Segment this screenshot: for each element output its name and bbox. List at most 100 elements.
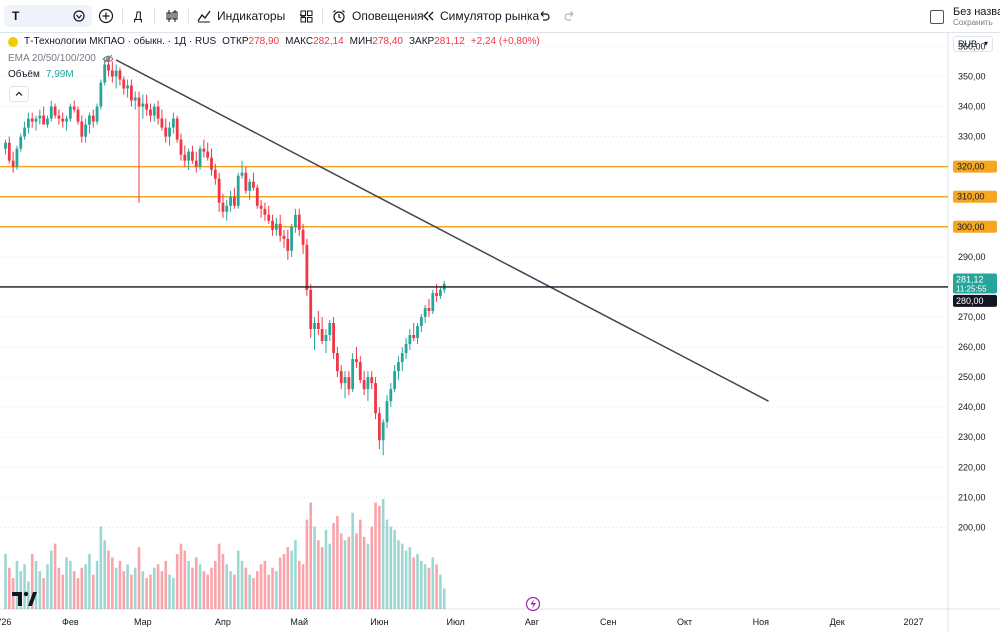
low-label: МИН (349, 36, 373, 47)
price-chart[interactable]: 320,00 310,00 300,00 200,00 210,00 220,00 230… (0, 32, 1000, 632)
candle-body (233, 196, 236, 206)
tradingview-logo-icon (12, 591, 37, 606)
candle-body (324, 335, 328, 342)
volume-bar (122, 571, 126, 609)
compare-button[interactable] (98, 6, 114, 26)
trendline[interactable] (115, 59, 769, 402)
volume-bar (275, 571, 278, 609)
price-tick-label: 290,00 (958, 252, 986, 262)
volume-bar (286, 547, 290, 609)
volume-bar (435, 564, 438, 609)
candle-body (301, 229, 305, 245)
volume-bar (107, 550, 110, 609)
volume-bar (351, 512, 354, 609)
candle-body (316, 322, 320, 330)
undo-button[interactable] (537, 6, 551, 26)
time-tick-label: Ноя (753, 617, 770, 627)
volume-bar (210, 567, 213, 609)
redo-button[interactable] (563, 6, 577, 26)
volume-bar (317, 540, 320, 609)
indicators-button[interactable]: Индикаторы (196, 6, 308, 26)
volume-bar (221, 554, 225, 609)
interval-button[interactable]: Д (134, 6, 142, 26)
change-value: +2,24 (+0,80%) (470, 36, 540, 47)
layout-checkbox[interactable] (930, 10, 944, 24)
eye-hidden-icon[interactable] (102, 54, 114, 64)
candle-body (412, 335, 416, 339)
candle-body (374, 383, 377, 414)
price-axis[interactable]: 200,00 210,00 220,00 230,00 240,00 250,00 260,… (958, 32, 986, 532)
volume-bar (168, 574, 171, 609)
close-label: ЗАКР (409, 36, 435, 47)
candle-body (259, 205, 263, 209)
collapse-legend-button[interactable] (9, 86, 29, 102)
volume-bar (442, 588, 446, 609)
symbol-settings-icon[interactable] (72, 9, 86, 23)
volume-bar (301, 564, 305, 609)
symbol-search[interactable]: T (4, 5, 92, 27)
candle-body (88, 115, 91, 125)
time-tick-label: Окт (677, 617, 692, 627)
candle-body (99, 82, 103, 107)
volume-bar (320, 547, 324, 609)
candle-body (38, 115, 42, 119)
toolbar-divider (188, 8, 189, 24)
candle-body (332, 322, 335, 354)
candle-body (30, 118, 34, 122)
volume-bar (366, 543, 370, 609)
volume-bar (309, 502, 312, 609)
candle-body (290, 226, 294, 251)
volume-bar (133, 567, 137, 609)
indicators-icon (197, 10, 211, 23)
volume-row[interactable]: Объём 7,99M (8, 69, 540, 80)
level-label: 310,00 (957, 192, 985, 202)
volume-bar (84, 564, 87, 609)
candle-body (107, 64, 110, 71)
low-value: 278,40 (372, 36, 403, 47)
candle-body (194, 160, 198, 167)
volume-bar (130, 574, 133, 609)
volume-bar (290, 550, 293, 609)
toolbar-divider (527, 8, 528, 24)
volume-bar (328, 543, 332, 609)
ema-row[interactable]: EMA 20/50/100/200 (8, 53, 540, 64)
symbol-title[interactable]: Т-Технологии МКПАО · обыкн. · 1Д · RUS (24, 36, 217, 47)
volume-bar (198, 564, 202, 609)
chevron-down-icon: ▾ (983, 39, 988, 48)
time-tick-label: 2027 (903, 617, 923, 627)
candle-body (339, 371, 343, 384)
replay-button[interactable]: Симулятор рынка (421, 6, 539, 26)
candle-body (278, 223, 282, 236)
candle-body (427, 307, 431, 311)
time-tick-label: Май (290, 617, 308, 627)
candle-body (46, 118, 49, 125)
ema-label: EMA 20/50/100/200 (8, 53, 96, 64)
toolbar-divider (322, 8, 323, 24)
candle-body (164, 127, 168, 137)
volume-bar (370, 526, 374, 609)
volume-bar (19, 571, 23, 609)
volume-bar (175, 554, 179, 609)
candle-body (206, 151, 210, 158)
templates-button[interactable] (299, 6, 314, 26)
horizontal-levels[interactable]: 320,00 310,00 300,00 (0, 160, 997, 233)
volume-bar (297, 560, 301, 609)
time-tick-label: Мар (134, 617, 152, 627)
volume-bar (57, 567, 61, 609)
candle-body (351, 359, 355, 390)
logo-part (12, 592, 22, 606)
volume-bar (217, 543, 221, 609)
volume-bar (27, 581, 30, 609)
undo-icon (540, 11, 550, 21)
candle-body (114, 70, 118, 77)
currency-select[interactable]: RUB ▾ (953, 36, 993, 52)
time-axis[interactable]: '26 Фев Мар Апр Май Июн Июл Авг Сен Окт Ноя Дек 2027 (0, 617, 923, 627)
time-tick-label: Фев (62, 617, 79, 627)
candle-body (347, 377, 351, 390)
candle-body (419, 316, 423, 326)
chart-type-button[interactable] (164, 6, 180, 26)
candle-body (320, 329, 324, 342)
alerts-button[interactable]: Оповещения (331, 6, 424, 26)
candle-body (4, 142, 7, 149)
layout-menu[interactable]: Без назван Сохранить (930, 4, 1000, 32)
